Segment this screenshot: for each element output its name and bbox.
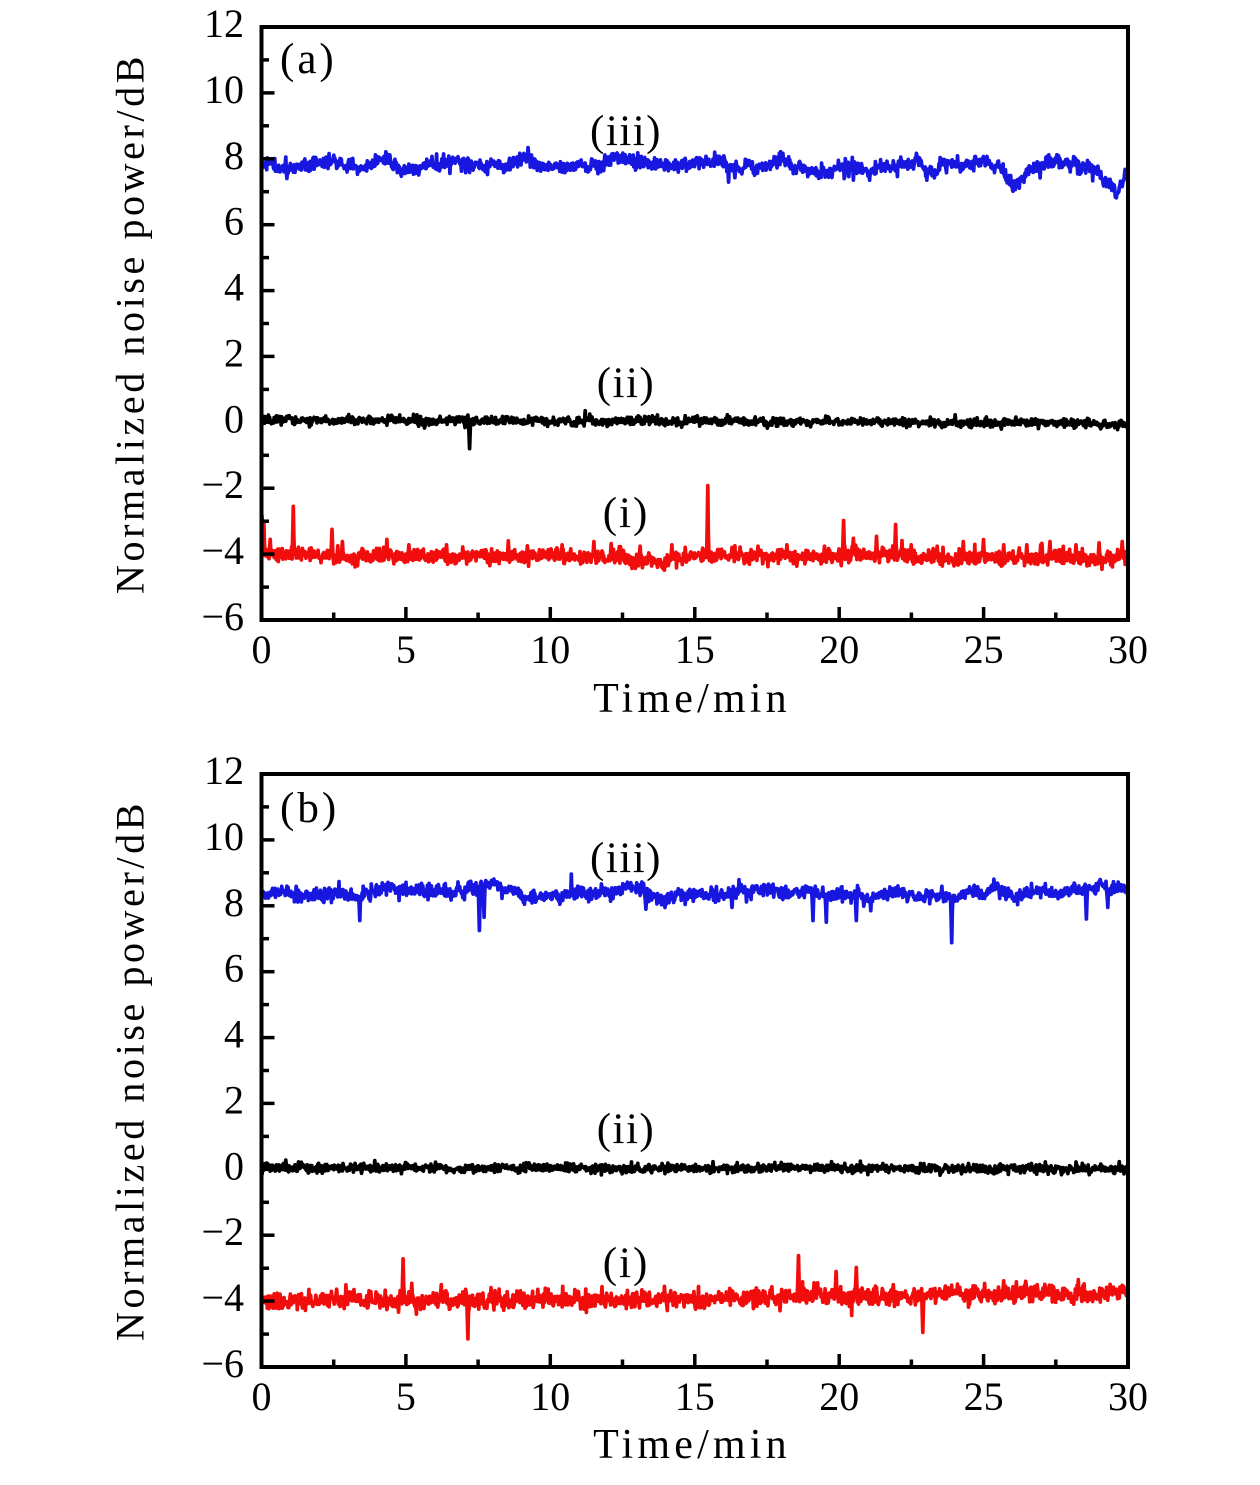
svg-text:20: 20 bbox=[819, 627, 859, 672]
svg-text:(ii): (ii) bbox=[597, 1106, 656, 1153]
svg-text:25: 25 bbox=[964, 1374, 1004, 1419]
svg-text:−6: −6 bbox=[201, 1341, 244, 1386]
svg-text:10: 10 bbox=[204, 67, 244, 112]
svg-text:2: 2 bbox=[224, 330, 244, 375]
svg-text:Time/min: Time/min bbox=[593, 1422, 791, 1468]
svg-text:(a): (a) bbox=[280, 36, 337, 83]
svg-text:15: 15 bbox=[675, 1374, 715, 1419]
svg-text:6: 6 bbox=[224, 199, 244, 244]
svg-text:4: 4 bbox=[224, 1012, 244, 1057]
svg-text:10: 10 bbox=[530, 627, 570, 672]
svg-text:8: 8 bbox=[224, 880, 244, 925]
svg-text:8: 8 bbox=[224, 133, 244, 178]
svg-text:(ii): (ii) bbox=[597, 360, 656, 407]
svg-text:−6: −6 bbox=[201, 594, 244, 639]
svg-text:4: 4 bbox=[224, 265, 244, 310]
svg-text:(i): (i) bbox=[603, 490, 650, 537]
svg-text:(i): (i) bbox=[603, 1240, 650, 1287]
svg-text:5: 5 bbox=[396, 627, 416, 672]
svg-text:Normalized noise power/dB: Normalized noise power/dB bbox=[108, 800, 153, 1341]
svg-text:10: 10 bbox=[204, 814, 244, 859]
svg-text:25: 25 bbox=[964, 627, 1004, 672]
svg-text:10: 10 bbox=[530, 1374, 570, 1419]
svg-text:(iii): (iii) bbox=[590, 108, 662, 155]
svg-text:0: 0 bbox=[252, 627, 272, 672]
svg-text:−4: −4 bbox=[201, 528, 244, 573]
svg-text:−2: −2 bbox=[201, 462, 244, 507]
svg-text:(b): (b) bbox=[280, 785, 339, 832]
svg-text:12: 12 bbox=[204, 1, 244, 46]
svg-text:6: 6 bbox=[224, 946, 244, 991]
svg-text:20: 20 bbox=[819, 1374, 859, 1419]
svg-text:15: 15 bbox=[675, 627, 715, 672]
svg-text:0: 0 bbox=[224, 1143, 244, 1188]
svg-text:−4: −4 bbox=[201, 1275, 244, 1320]
svg-text:0: 0 bbox=[252, 1374, 272, 1419]
svg-text:Time/min: Time/min bbox=[593, 676, 791, 722]
svg-text:−2: −2 bbox=[201, 1209, 244, 1254]
svg-text:Normalized noise power/dB: Normalized noise power/dB bbox=[108, 53, 153, 594]
svg-text:30: 30 bbox=[1108, 627, 1148, 672]
svg-text:2: 2 bbox=[224, 1077, 244, 1122]
svg-text:(iii): (iii) bbox=[590, 835, 662, 882]
svg-text:12: 12 bbox=[204, 748, 244, 793]
svg-text:0: 0 bbox=[224, 396, 244, 441]
svg-text:30: 30 bbox=[1108, 1374, 1148, 1419]
svg-text:5: 5 bbox=[396, 1374, 416, 1419]
